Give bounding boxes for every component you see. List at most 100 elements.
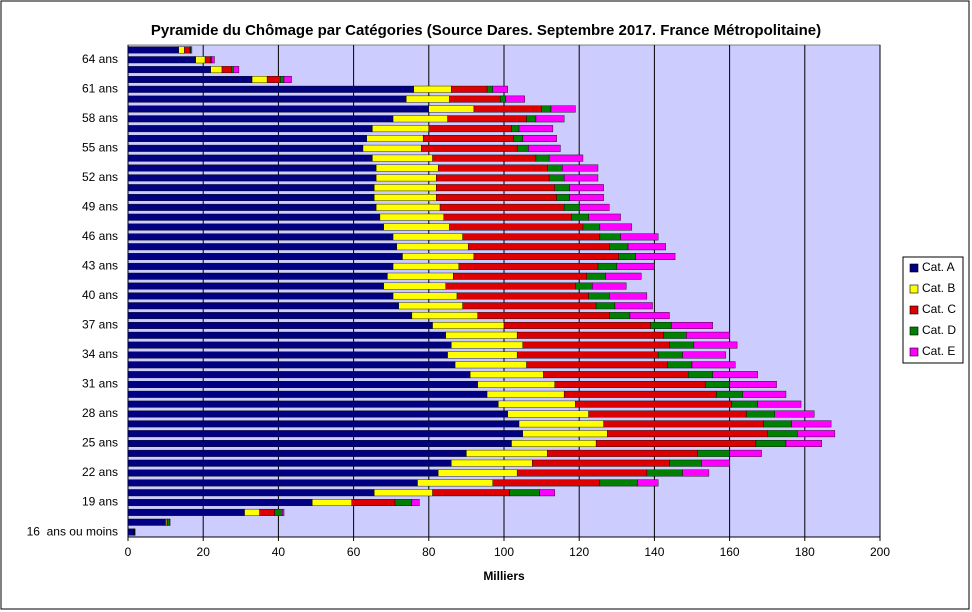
bar-segment xyxy=(127,518,166,526)
bar-segment xyxy=(609,243,629,251)
bar-segment xyxy=(492,479,601,487)
bar-segment xyxy=(541,105,552,113)
bar-segment xyxy=(127,420,520,428)
bar-segment xyxy=(616,262,655,270)
y-tick-label: 61 ans xyxy=(82,81,118,95)
legend-label: Cat. B xyxy=(922,281,955,295)
bar-segment xyxy=(599,233,621,241)
bar-segment xyxy=(548,174,565,182)
bar-segment xyxy=(650,321,672,329)
bar-segment xyxy=(526,115,537,123)
bar-segment xyxy=(607,430,768,438)
bar-segment xyxy=(280,75,285,83)
bar-segment xyxy=(374,489,433,497)
x-axis-title: Milliers xyxy=(483,569,525,583)
bar-segment xyxy=(477,381,555,388)
bar-segment xyxy=(518,125,554,133)
bar-segment xyxy=(184,46,191,54)
bar-segment xyxy=(394,499,413,507)
bar-segment xyxy=(691,361,736,369)
bar-segment xyxy=(127,253,403,261)
bar-segment xyxy=(127,213,381,221)
bar-segment xyxy=(547,164,563,172)
bar-segment xyxy=(575,282,593,290)
bar-segment xyxy=(432,321,505,329)
bar-segment xyxy=(667,361,693,369)
bar-segment xyxy=(774,410,815,418)
bar-segment xyxy=(127,331,446,339)
bar-segment xyxy=(477,312,610,320)
x-tick-label: 100 xyxy=(494,545,514,559)
bar-segment xyxy=(516,469,648,477)
bar-segment xyxy=(742,390,787,398)
bar-segment xyxy=(392,115,448,123)
bar-segment xyxy=(283,75,292,83)
bar-segment xyxy=(231,66,234,74)
bar-segment xyxy=(755,440,787,447)
bar-segment xyxy=(443,213,572,221)
bar-segment xyxy=(127,371,471,379)
bar-segment xyxy=(436,184,555,192)
bar-segment xyxy=(127,272,388,280)
bar-segment xyxy=(127,390,488,398)
y-tick-label: 25 ans xyxy=(82,436,118,450)
bar-segment xyxy=(563,203,580,211)
bar-segment xyxy=(127,302,399,310)
bar-segment xyxy=(351,499,396,507)
bar-segment xyxy=(535,154,550,162)
bar-segment xyxy=(251,75,268,83)
bar-segment xyxy=(449,223,584,231)
bar-segment xyxy=(500,95,507,103)
bar-segment xyxy=(791,420,832,428)
y-tick-label: 46 ans xyxy=(82,229,118,243)
bar-segment xyxy=(503,321,651,329)
bar-segment xyxy=(569,184,604,192)
bar-segment xyxy=(797,430,836,438)
bar-segment xyxy=(635,253,676,261)
bar-segment xyxy=(701,459,730,467)
bar-segment xyxy=(438,469,518,477)
bar-segment xyxy=(127,154,373,162)
bar-segment xyxy=(436,174,550,182)
bar-segment xyxy=(127,459,452,467)
bar-segment xyxy=(526,361,668,369)
bar-segment xyxy=(449,95,501,103)
bar-segment xyxy=(554,381,706,388)
bar-segment xyxy=(127,144,364,152)
bar-segment xyxy=(127,410,508,418)
bar-segment xyxy=(507,410,589,418)
bar-segment xyxy=(374,194,437,201)
bar-segment xyxy=(127,282,384,290)
bar-segment xyxy=(509,489,540,497)
x-tick-label: 120 xyxy=(569,545,589,559)
y-tick-label: 43 ans xyxy=(82,259,118,273)
bar-segment xyxy=(169,518,171,526)
bar-segment xyxy=(406,95,450,103)
bar-segment xyxy=(383,223,450,231)
bar-segment xyxy=(396,243,469,251)
bar-segment xyxy=(127,508,245,516)
bar-segment xyxy=(438,164,548,172)
bar-segment xyxy=(614,302,653,310)
bar-segment xyxy=(451,459,533,467)
bar-segment xyxy=(704,381,730,388)
y-tick-label: 22 ans xyxy=(82,465,118,479)
bar-segment xyxy=(379,213,445,221)
bar-segment xyxy=(729,381,777,388)
bar-segment xyxy=(411,499,420,507)
bar-segment xyxy=(392,262,460,270)
bar-segment xyxy=(266,75,281,83)
bar-segment xyxy=(588,213,621,221)
bar-segment xyxy=(646,469,683,477)
bar-segment xyxy=(211,56,215,64)
bar-segment xyxy=(518,420,604,428)
bar-segment xyxy=(451,341,523,349)
bar-segment xyxy=(127,46,179,54)
bar-segment xyxy=(712,371,758,379)
bar-segment xyxy=(195,56,206,64)
bar-segment xyxy=(436,194,557,201)
legend-swatch xyxy=(909,347,919,357)
bar-segment xyxy=(127,400,499,408)
bar-segment xyxy=(609,312,631,320)
bar-segment xyxy=(629,312,670,320)
